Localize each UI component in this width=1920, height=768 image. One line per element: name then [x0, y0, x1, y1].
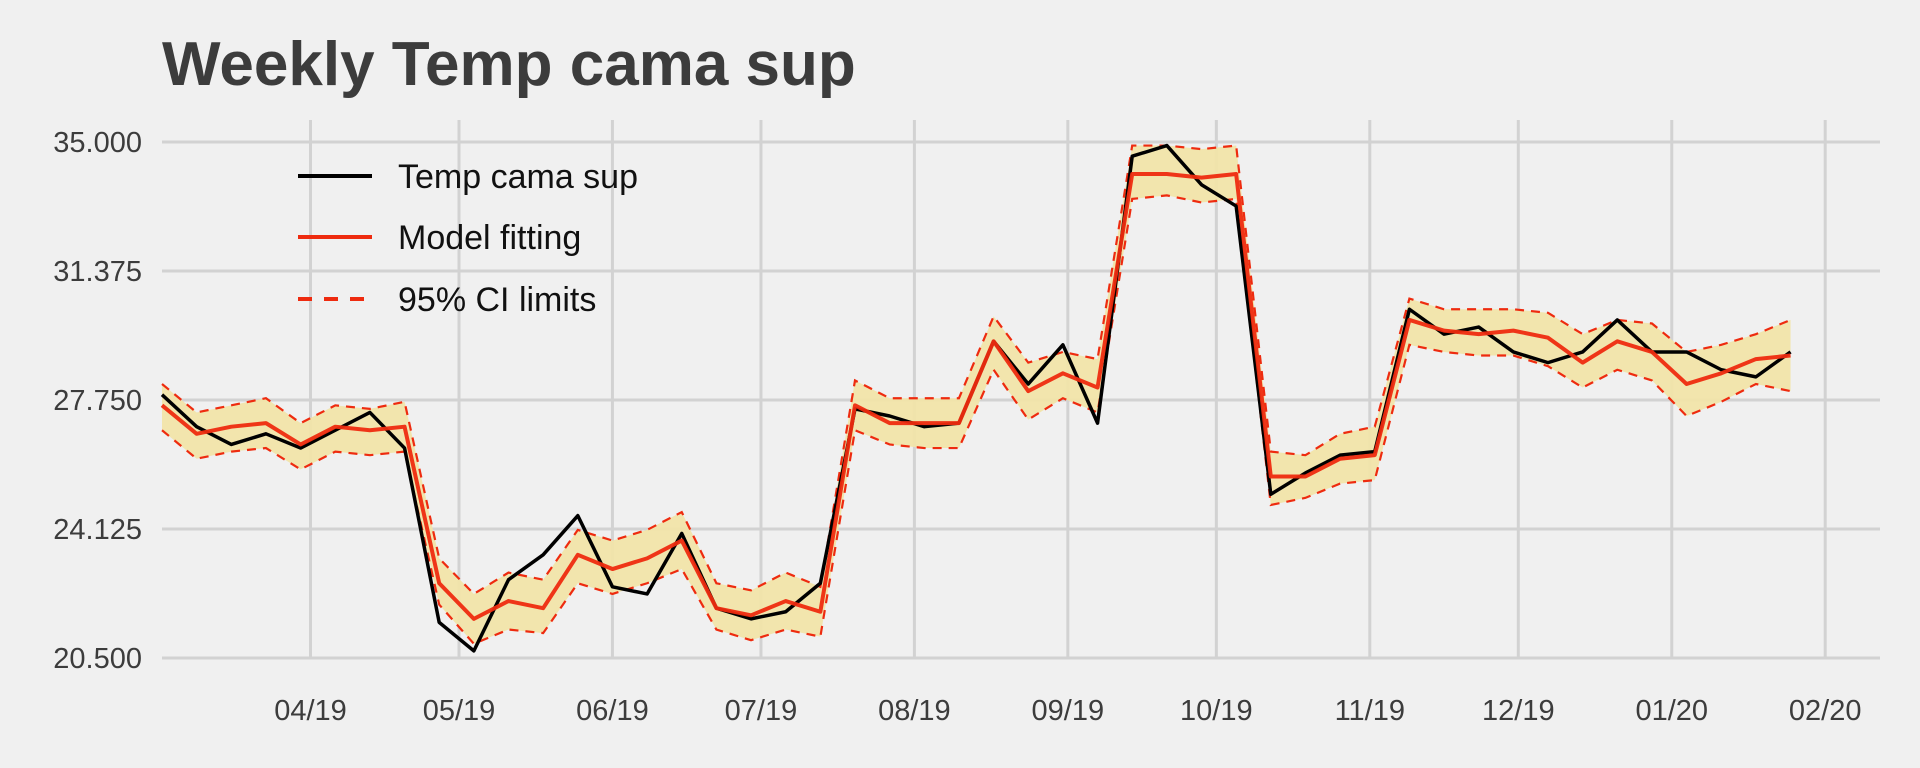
legend-label-ci: 95% CI limits — [398, 281, 596, 319]
x-tick-label: 10/19 — [1180, 695, 1253, 727]
legend: Temp cama sup Model fitting 95% CI limit… — [298, 158, 638, 319]
legend-label-model: Model fitting — [398, 219, 581, 257]
y-tick-label: 27.750 — [53, 385, 142, 417]
x-tick-labels: 04/19 05/19 06/19 07/19 08/19 09/19 10/19 11/19… — [274, 695, 1861, 727]
ci-upper-line — [161, 144, 1791, 596]
y-tick-labels: 35.000 31.375 27.750 24.125 20.500 — [53, 127, 142, 675]
x-tick-label: 07/19 — [725, 695, 798, 727]
ci-lower-line — [161, 194, 1791, 646]
y-tick-label: 24.125 — [53, 514, 142, 546]
x-tick-label: 01/20 — [1635, 695, 1708, 727]
x-tick-label: 12/19 — [1482, 695, 1555, 727]
model-fitting-line — [160, 172, 1791, 621]
series-lines — [160, 143, 1792, 653]
confidence-band — [162, 145, 1791, 644]
x-tick-label: 06/19 — [576, 695, 649, 727]
ci-band-area — [162, 145, 1791, 644]
x-gridlines — [309, 120, 1827, 658]
x-tick-label: 08/19 — [878, 695, 951, 727]
x-tick-label: 04/19 — [274, 695, 347, 727]
legend-label-temp: Temp cama sup — [398, 158, 638, 196]
x-tick-label: 05/19 — [423, 695, 496, 727]
y-tick-label: 31.375 — [53, 256, 142, 288]
x-tick-label: 09/19 — [1032, 695, 1105, 727]
x-tick-label: 11/19 — [1335, 695, 1405, 727]
x-tick-label: 02/20 — [1789, 695, 1862, 727]
chart-title: Weekly Temp cama sup — [162, 30, 856, 99]
y-tick-label: 20.500 — [53, 643, 142, 675]
y-tick-label: 35.000 — [53, 127, 142, 159]
